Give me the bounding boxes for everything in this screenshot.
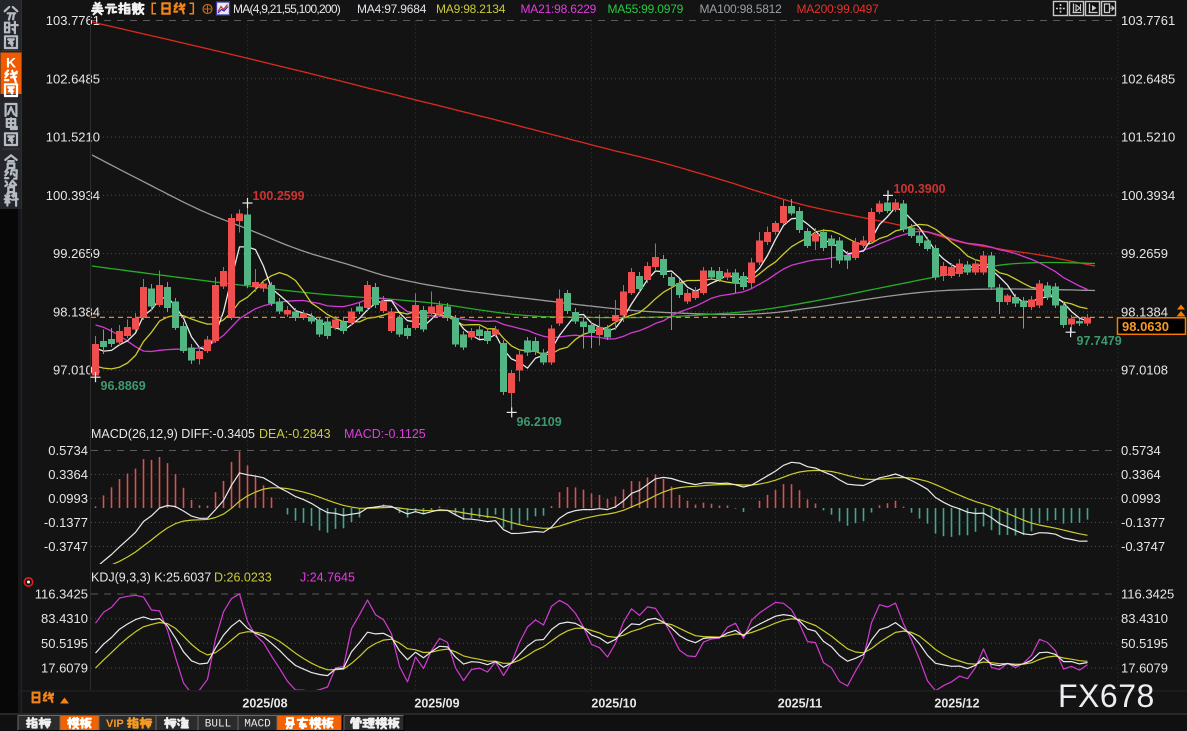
svg-text:0.0993: 0.0993	[48, 491, 88, 506]
svg-text:0.0993: 0.0993	[1121, 491, 1161, 506]
svg-text:2025/09: 2025/09	[414, 697, 459, 711]
svg-text:0.5734: 0.5734	[48, 443, 88, 458]
svg-text:50.5195: 50.5195	[41, 636, 88, 651]
svg-text:-0.3747: -0.3747	[44, 539, 88, 554]
svg-text:2025/08: 2025/08	[242, 697, 287, 711]
svg-text:0.5734: 0.5734	[1121, 443, 1161, 458]
svg-text:102.6485: 102.6485	[1121, 71, 1175, 86]
svg-text:D:26.0233: D:26.0233	[214, 571, 272, 585]
svg-text:-0.3747: -0.3747	[1121, 539, 1165, 554]
svg-text:100.3900: 100.3900	[894, 182, 946, 196]
svg-text:-0.1377: -0.1377	[44, 515, 88, 530]
svg-text:2025/11: 2025/11	[778, 697, 823, 711]
svg-text:DEA:-0.2843: DEA:-0.2843	[259, 427, 331, 441]
svg-text:83.4310: 83.4310	[41, 611, 88, 626]
svg-text:101.5210: 101.5210	[1121, 130, 1175, 145]
svg-text:97.0108: 97.0108	[1121, 363, 1168, 378]
svg-text:103.7761: 103.7761	[46, 13, 100, 28]
svg-text:100.3934: 100.3934	[46, 188, 100, 203]
svg-text:116.3425: 116.3425	[35, 587, 88, 602]
svg-text:J:24.7645: J:24.7645	[300, 571, 355, 585]
svg-text:97.7479: 97.7479	[1077, 334, 1122, 348]
svg-text:99.2659: 99.2659	[1121, 246, 1168, 261]
svg-text:0.3364: 0.3364	[1121, 467, 1161, 482]
svg-text:50.5195: 50.5195	[1121, 636, 1168, 651]
svg-text:96.2109: 96.2109	[517, 415, 562, 429]
svg-text:99.2659: 99.2659	[53, 246, 100, 261]
svg-text:17.6079: 17.6079	[41, 661, 88, 676]
svg-text:MA4:97.9684: MA4:97.9684	[357, 2, 427, 16]
svg-text:MACD:-0.1125: MACD:-0.1125	[344, 427, 426, 441]
svg-text:MA200:99.0497: MA200:99.0497	[797, 2, 880, 16]
svg-text:VIP: VIP	[106, 718, 124, 730]
svg-text:FX678: FX678	[1058, 678, 1155, 714]
svg-text:MACD(26,12,9) DIFF:-0.3405: MACD(26,12,9) DIFF:-0.3405	[91, 427, 255, 441]
svg-text:0.3364: 0.3364	[48, 467, 88, 482]
svg-text:KDJ(9,3,3) K:25.6037: KDJ(9,3,3) K:25.6037	[91, 571, 211, 585]
svg-text:MACD: MACD	[244, 719, 271, 731]
svg-text:-0.1377: -0.1377	[1121, 515, 1165, 530]
svg-text:98.0630: 98.0630	[1122, 319, 1169, 334]
svg-text:98.1384: 98.1384	[53, 304, 100, 319]
svg-text:100.2599: 100.2599	[253, 189, 305, 203]
svg-text:2025/10: 2025/10	[591, 697, 636, 711]
svg-text:102.6485: 102.6485	[46, 71, 100, 86]
svg-text:17.6079: 17.6079	[1121, 661, 1168, 676]
svg-text:116.3425: 116.3425	[1121, 587, 1174, 602]
svg-text:98.1384: 98.1384	[1121, 304, 1168, 319]
svg-text:2025/12: 2025/12	[934, 697, 979, 711]
svg-text:MA21:98.6229: MA21:98.6229	[521, 2, 597, 16]
svg-text:MA(4,9,21,55,100,200): MA(4,9,21,55,100,200)	[233, 2, 341, 16]
svg-text:96.8869: 96.8869	[101, 379, 146, 393]
svg-text:MA100:98.5812: MA100:98.5812	[700, 2, 783, 16]
svg-text:97.0108: 97.0108	[53, 363, 100, 378]
svg-text:83.4310: 83.4310	[1121, 611, 1168, 626]
svg-text:100.3934: 100.3934	[1121, 188, 1175, 203]
svg-text:103.7761: 103.7761	[1121, 13, 1175, 28]
svg-text:MA55:99.0979: MA55:99.0979	[608, 2, 684, 16]
svg-text:101.5210: 101.5210	[46, 130, 100, 145]
svg-text:MA9:98.2134: MA9:98.2134	[436, 2, 506, 16]
svg-text:BULL: BULL	[205, 719, 231, 731]
svg-text:K: K	[6, 55, 16, 71]
